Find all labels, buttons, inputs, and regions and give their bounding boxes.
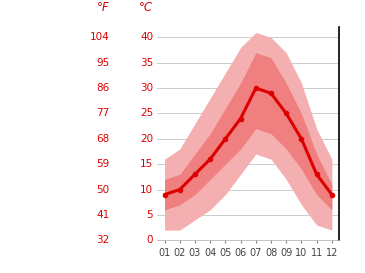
Text: 86: 86 — [96, 83, 109, 93]
Text: 32: 32 — [96, 235, 109, 245]
Text: 0: 0 — [147, 235, 153, 245]
Text: 35: 35 — [140, 58, 153, 68]
Text: 15: 15 — [140, 159, 153, 169]
Text: 95: 95 — [96, 58, 109, 68]
Text: 104: 104 — [90, 32, 109, 42]
Text: 77: 77 — [96, 108, 109, 118]
Text: 25: 25 — [140, 108, 153, 118]
Text: 59: 59 — [96, 159, 109, 169]
Text: 50: 50 — [96, 185, 109, 195]
Text: °F: °F — [97, 1, 110, 14]
Text: 10: 10 — [140, 185, 153, 195]
Text: 20: 20 — [140, 134, 153, 144]
Text: 68: 68 — [96, 134, 109, 144]
Text: 40: 40 — [140, 32, 153, 42]
Text: 41: 41 — [96, 210, 109, 220]
Text: 5: 5 — [147, 210, 153, 220]
Text: °C: °C — [139, 1, 153, 14]
Text: 30: 30 — [140, 83, 153, 93]
